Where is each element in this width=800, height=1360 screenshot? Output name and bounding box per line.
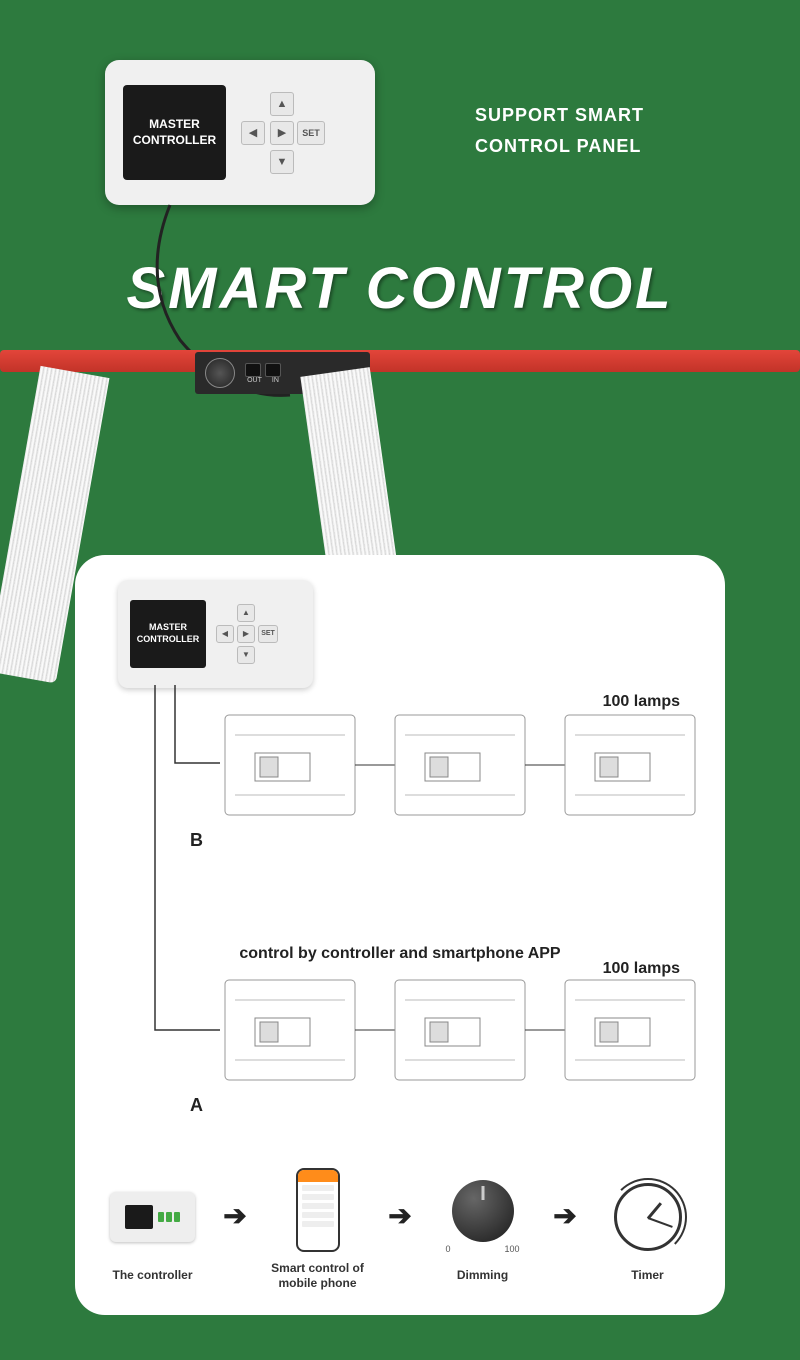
port-in-label: IN (272, 377, 279, 384)
light-fixture-bar (0, 350, 800, 372)
set-button[interactable]: SET (258, 625, 278, 643)
timer-feature: Timer (590, 1172, 705, 1282)
left-button[interactable]: ◀ (216, 625, 234, 643)
dim-max: 100 (504, 1244, 519, 1254)
phone-caption: Smart control of mobile phone (260, 1261, 375, 1290)
feature-icon-row: The controller ➔ Smart control of mobile… (95, 1165, 705, 1290)
dimming-knob-icon (452, 1180, 514, 1242)
smartphone-icon (296, 1168, 340, 1252)
lamps-count-b: 100 lamps (603, 693, 680, 711)
play-button[interactable]: ▶ (237, 625, 255, 643)
up-button[interactable]: ▲ (237, 604, 255, 622)
play-button[interactable]: ▶ (270, 121, 294, 145)
timer-clock-icon (614, 1183, 682, 1251)
support-heading: SUPPORT SMART CONTROL PANEL (475, 100, 644, 161)
channel-a-label: A (190, 1095, 203, 1116)
timer-caption: Timer (631, 1268, 663, 1282)
dimmer-dial-icon[interactable] (205, 358, 235, 388)
wiring-diagram (75, 645, 725, 1135)
master-controller-device: MASTER CONTROLLER ▲ ◀ ▶ SET ▼ (105, 60, 375, 205)
rj-port-out[interactable] (245, 363, 261, 377)
rj-port-in[interactable] (265, 363, 281, 377)
arrow-icon: ➔ (223, 1199, 246, 1232)
support-line2: CONTROL PANEL (475, 131, 644, 162)
controller-dpad: ▲ ◀ ▶ SET ▼ (240, 91, 357, 175)
up-button[interactable]: ▲ (270, 92, 294, 116)
controller-caption: The controller (112, 1268, 192, 1282)
lamps-count-a: 100 lamps (603, 960, 680, 978)
main-title: SMART CONTROL (0, 255, 800, 322)
screen-label: MASTER CONTROLLER (123, 117, 226, 148)
dimming-caption: Dimming (457, 1268, 508, 1282)
down-button[interactable]: ▼ (270, 150, 294, 174)
left-button[interactable]: ◀ (241, 121, 265, 145)
dim-min: 0 (446, 1244, 451, 1254)
set-button[interactable]: SET (297, 121, 325, 145)
phone-feature: Smart control of mobile phone (260, 1165, 375, 1290)
channel-b-label: B (190, 830, 203, 851)
controller-feature: The controller (95, 1172, 210, 1282)
support-line1: SUPPORT SMART (475, 100, 644, 131)
diagram-panel: MASTER CONTROLLER ▲ ◀ ▶ SET ▼ (75, 555, 725, 1315)
arrow-icon: ➔ (388, 1199, 411, 1232)
controller-icon (110, 1192, 195, 1242)
port-out-label: OUT (247, 377, 262, 384)
dimming-feature: 0 100 Dimming (425, 1172, 540, 1282)
controller-screen: MASTER CONTROLLER (123, 85, 226, 180)
arrow-icon: ➔ (553, 1199, 576, 1232)
